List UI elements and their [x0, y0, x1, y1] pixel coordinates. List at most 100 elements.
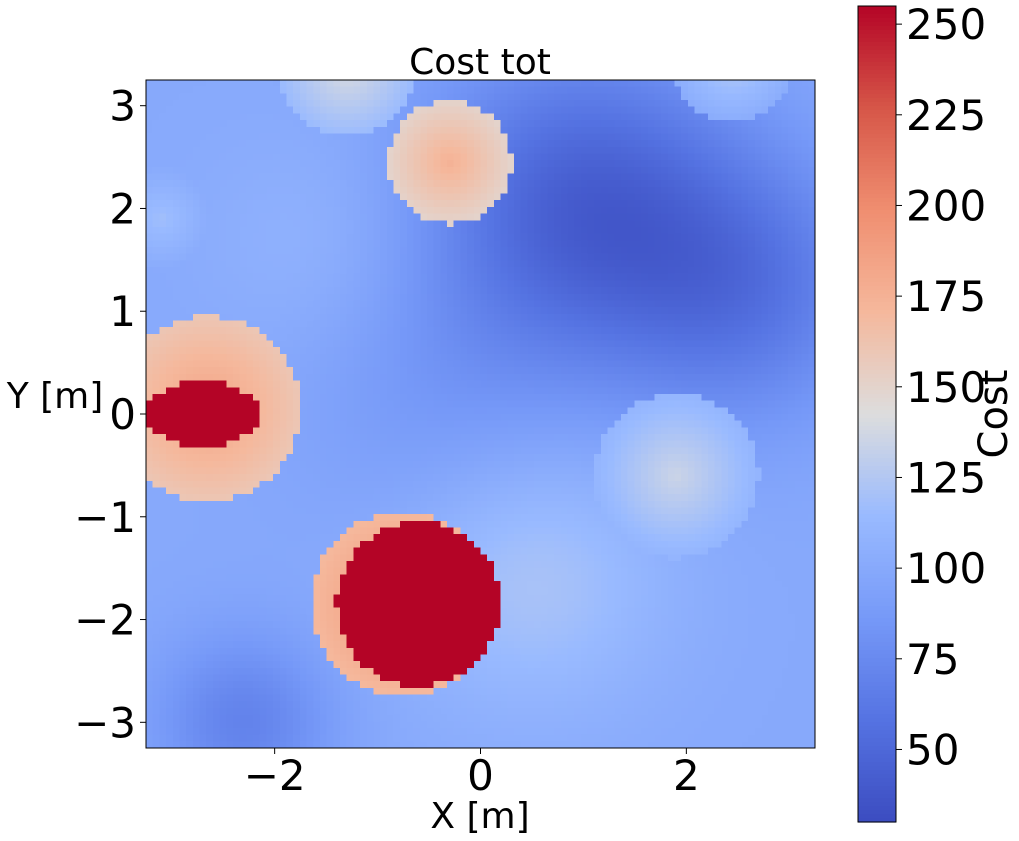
colorbar-strip	[858, 618, 896, 623]
colorbar-strip	[858, 226, 896, 231]
colorbar-strip	[858, 418, 896, 423]
colorbar-strip	[858, 382, 896, 387]
chart-title: Cost tot	[409, 42, 551, 83]
colorbar-strip	[858, 406, 896, 411]
colorbar-strip	[858, 10, 896, 15]
colorbar-strip	[858, 762, 896, 767]
colorbar-strip	[858, 326, 896, 331]
colorbar-strip	[858, 126, 896, 131]
colorbar-strip	[858, 198, 896, 203]
colorbar-strip	[858, 514, 896, 519]
colorbar-strip	[858, 394, 896, 399]
colorbar-tick-label: 50	[906, 725, 959, 774]
colorbar-strip	[858, 434, 896, 439]
colorbar-strip	[858, 174, 896, 179]
colorbar-strip	[858, 494, 896, 499]
colorbar-strip	[858, 42, 896, 47]
colorbar-strip	[858, 746, 896, 751]
colorbar-strip	[858, 182, 896, 187]
colorbar-strip	[858, 458, 896, 463]
colorbar-strip	[858, 638, 896, 643]
colorbar-strip	[858, 354, 896, 359]
colorbar-strip	[858, 454, 896, 459]
colorbar-strip	[858, 466, 896, 471]
colorbar-strip	[858, 290, 896, 295]
colorbar-strip	[858, 786, 896, 791]
colorbar-strip	[858, 146, 896, 151]
colorbar-strip	[858, 106, 896, 111]
y-tick-label: 0	[109, 390, 136, 439]
colorbar-strip	[858, 790, 896, 795]
colorbar-strip	[858, 794, 896, 799]
colorbar-strip	[858, 118, 896, 123]
y-tick-label: −1	[74, 493, 136, 542]
colorbar-strip	[858, 778, 896, 783]
colorbar-strip	[858, 810, 896, 815]
colorbar-strip	[858, 582, 896, 587]
colorbar-tick-label: 200	[906, 181, 986, 230]
y-tick-label: −2	[74, 596, 136, 645]
colorbar-strip	[858, 702, 896, 707]
colorbar-strip	[858, 654, 896, 659]
y-tick-label: 2	[109, 184, 136, 233]
colorbar-strip	[858, 754, 896, 759]
colorbar-strip	[858, 390, 896, 395]
colorbar-strip	[858, 158, 896, 163]
colorbar-strip	[858, 154, 896, 159]
x-tick-label: 2	[673, 751, 700, 800]
colorbar-strip	[858, 574, 896, 579]
colorbar-strip	[858, 342, 896, 347]
colorbar-strip	[858, 742, 896, 747]
colorbar-strip	[858, 274, 896, 279]
colorbar-strip	[858, 722, 896, 727]
colorbar-strip	[858, 730, 896, 735]
colorbar-strip	[858, 710, 896, 715]
colorbar-strip	[858, 338, 896, 343]
colorbar-strip	[858, 814, 896, 819]
colorbar-strip	[858, 178, 896, 183]
colorbar-strip	[858, 386, 896, 391]
colorbar-strip	[858, 314, 896, 319]
colorbar-strip	[858, 478, 896, 483]
colorbar-strip	[858, 298, 896, 303]
colorbar-strip	[858, 410, 896, 415]
colorbar-strip	[858, 634, 896, 639]
colorbar-strip	[858, 206, 896, 211]
colorbar-strip	[858, 358, 896, 363]
colorbar-strip	[858, 630, 896, 635]
colorbar-strip	[858, 258, 896, 263]
colorbar-strip	[858, 270, 896, 275]
colorbar-strip	[858, 14, 896, 19]
colorbar-strip	[858, 78, 896, 83]
colorbar-strip	[858, 482, 896, 487]
colorbar-strip	[858, 130, 896, 135]
colorbar-strip	[858, 450, 896, 455]
colorbar-strip	[858, 86, 896, 91]
colorbar-strip	[858, 614, 896, 619]
colorbar-strip	[858, 670, 896, 675]
colorbar-strip	[858, 706, 896, 711]
colorbar-strip	[858, 166, 896, 171]
colorbar-strip	[858, 426, 896, 431]
colorbar-strip	[858, 210, 896, 215]
colorbar-tick-label: 225	[906, 91, 986, 140]
colorbar-strip	[858, 802, 896, 807]
colorbar-strip	[858, 758, 896, 763]
colorbar-strip	[858, 566, 896, 571]
colorbar-strip	[858, 470, 896, 475]
colorbar-strip	[858, 682, 896, 687]
colorbar-strip	[858, 262, 896, 267]
colorbar-strip	[858, 318, 896, 323]
colorbar-strip	[858, 678, 896, 683]
colorbar-strip	[858, 278, 896, 283]
y-tick-label: 1	[109, 287, 136, 336]
colorbar-strip	[858, 250, 896, 255]
colorbar-strip	[858, 430, 896, 435]
heatmap-image	[146, 80, 815, 748]
colorbar-strip	[858, 214, 896, 219]
colorbar-strip	[858, 138, 896, 143]
colorbar-strip	[858, 646, 896, 651]
colorbar-strip	[858, 738, 896, 743]
colorbar-tick-label: 100	[906, 544, 986, 593]
